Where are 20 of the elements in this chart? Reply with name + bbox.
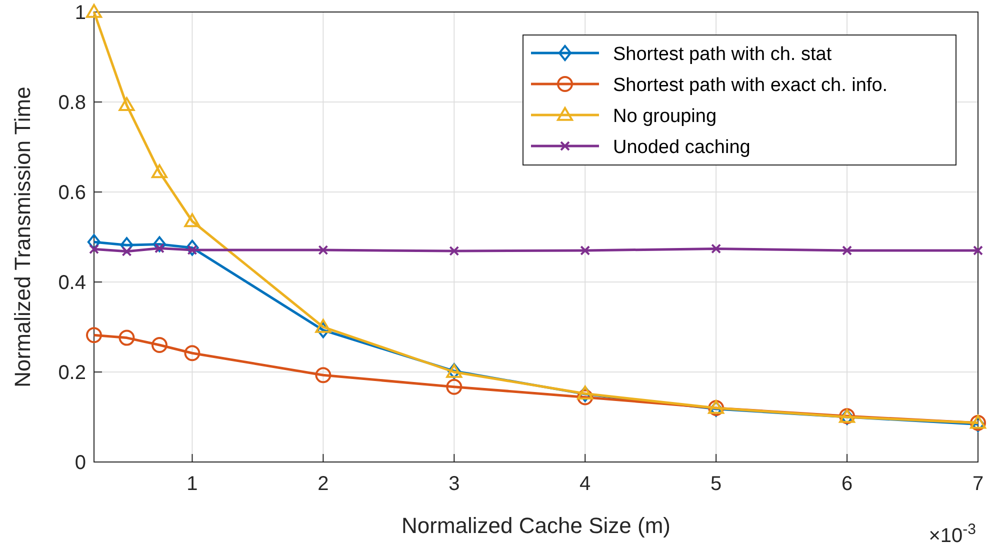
x-tick-label: 6 <box>841 473 853 495</box>
y-tick-label: 1 <box>74 2 86 24</box>
y-tick-label: 0 <box>74 452 86 474</box>
legend-label: Unoded caching <box>613 137 750 158</box>
x-tick-label: 7 <box>972 473 984 495</box>
legend-label: Shortest path with exact ch. info. <box>613 75 888 96</box>
x-tick-label: 1 <box>186 473 198 495</box>
y-tick-label: 0.8 <box>58 92 86 114</box>
text: ×10$^{-3}$ <box>928 520 976 547</box>
x-tick-label: 3 <box>448 473 460 495</box>
x-axis-title: Normalized Cache Size (m) <box>402 513 670 538</box>
legend-label: No grouping <box>613 106 717 127</box>
y-axis-title: Normalized Transmission Time <box>10 86 35 388</box>
x-tick-label: 4 <box>580 473 591 495</box>
x-tick-label: 5 <box>710 473 722 495</box>
y-tick-label: 0.2 <box>58 362 86 384</box>
x-tick-label: 2 <box>318 473 329 495</box>
legend-label: Shortest path with ch. stat <box>613 44 832 65</box>
y-tick-label: 0.6 <box>58 182 86 204</box>
y-tick-label: 0.4 <box>58 272 86 294</box>
